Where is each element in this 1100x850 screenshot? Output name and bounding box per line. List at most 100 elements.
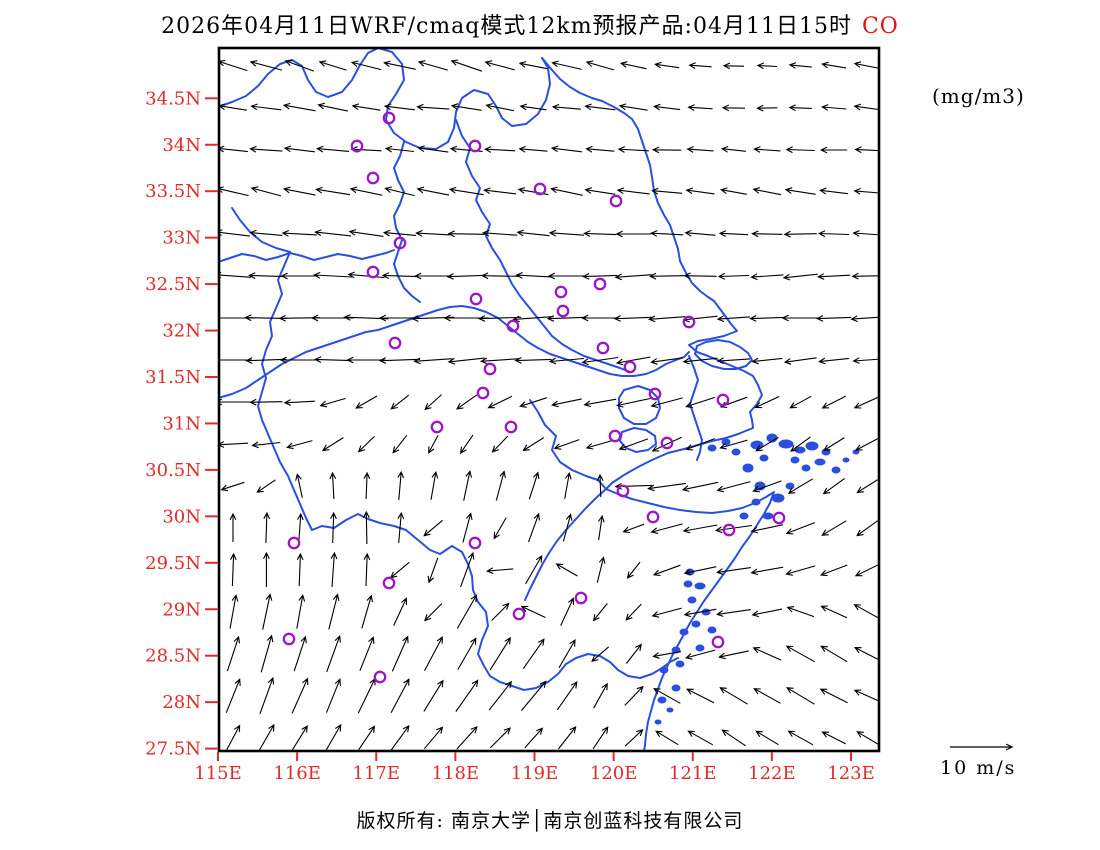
wind-field (220, 59, 878, 750)
wind-arrow (553, 439, 580, 450)
wind-arrow (653, 103, 681, 111)
wind-arrow (853, 396, 878, 409)
lat-tick-label: 29N (162, 599, 201, 620)
wind-arrow (751, 608, 783, 618)
wind-arrow (683, 608, 717, 618)
wind-arrow (555, 563, 578, 577)
boundary-line-diagonal-border (455, 119, 631, 373)
lat-tick-label: 27.5N (145, 739, 201, 760)
wind-arrow (485, 103, 515, 112)
wind-arrow (229, 512, 237, 542)
station-marker (430, 420, 444, 434)
wind-arrow (525, 555, 543, 585)
wind-arrow (516, 229, 550, 237)
wind-arrow (654, 61, 680, 69)
wind-arrow (820, 645, 848, 663)
wind-arrow (624, 728, 644, 747)
island (742, 463, 754, 473)
wind-arrow (753, 688, 781, 704)
station-marker (468, 536, 482, 550)
wind-arrow (597, 514, 605, 540)
wind-arrow (355, 395, 378, 409)
island (707, 626, 717, 634)
wind-arrow (283, 399, 315, 406)
station-marker (772, 511, 786, 525)
wind-arrow (456, 725, 478, 750)
island (679, 628, 689, 636)
wind-arrow (351, 103, 381, 111)
lon-axis: 115E 116E 117E 118E 119E 120E 121E 122E 123E (194, 752, 875, 784)
wind-arrow (786, 687, 815, 705)
wind-arrow (488, 680, 513, 711)
wind-arrow (585, 439, 615, 450)
wind-arrow (785, 522, 815, 535)
wind-arrow (551, 398, 582, 408)
wind-arrow (423, 519, 443, 537)
island (762, 512, 774, 520)
wind-arrow (383, 103, 415, 111)
island-layer (654, 433, 860, 725)
wind-arrow (489, 636, 511, 671)
wind-arrow (397, 470, 405, 500)
wind-arrow (583, 230, 617, 237)
wind-scale-label: 10 m/s (940, 757, 1017, 779)
wind-arrow (585, 60, 615, 71)
island (785, 482, 795, 490)
wind-arrow (647, 482, 687, 492)
wind-arrow (854, 564, 878, 577)
wind-arrow (615, 230, 651, 238)
wind-arrow (751, 230, 783, 238)
wind-arrow (416, 186, 450, 196)
wind-arrow (819, 564, 848, 577)
boundary-line-shanghai-border (688, 355, 703, 461)
wind-arrow (220, 481, 245, 492)
wind-arrow (817, 230, 850, 238)
station-marker (366, 265, 380, 279)
island (675, 660, 685, 668)
lat-tick-label: 30N (162, 506, 201, 527)
wind-arrow (382, 229, 416, 237)
wind-arrow (855, 437, 878, 451)
wind-arrow (688, 62, 712, 69)
wind-arrow (518, 145, 548, 153)
boundary-line-west-meander (257, 251, 441, 555)
wind-arrow (220, 103, 247, 111)
wind-arrow (330, 551, 338, 588)
station-marker (382, 111, 396, 125)
wind-arrow (853, 103, 878, 111)
wind-arrow (448, 186, 484, 196)
wind-arrow (313, 356, 352, 363)
wind-arrow (852, 357, 878, 364)
wind-arrow (397, 511, 405, 543)
wind-arrow (750, 273, 784, 281)
island (654, 719, 662, 725)
wind-arrow (390, 724, 410, 750)
wind-arrow (564, 471, 572, 499)
wind-arrow (613, 315, 653, 322)
wind-arrow (384, 186, 415, 197)
title-text: 2026年04月11日WRF/cmaq模式12km预报产品:04月11日15时 (161, 14, 852, 39)
island (666, 707, 674, 713)
wind-arrow (493, 517, 507, 540)
wind-arrow (357, 436, 375, 453)
island (731, 448, 741, 456)
wind-arrow (281, 229, 317, 237)
wind-arrow (548, 229, 585, 237)
wind-arrow (263, 511, 271, 544)
wind-arrow (527, 512, 540, 543)
wind-arrow (821, 61, 847, 69)
wind-arrow (328, 593, 340, 630)
wind-arrow (293, 635, 307, 672)
wind-arrow (685, 438, 715, 451)
wind-arrow (428, 434, 439, 454)
wind-arrow (430, 470, 439, 500)
wind-arrow (262, 593, 273, 630)
wind-arrow (821, 395, 847, 409)
wind-arrow (520, 605, 546, 618)
wind-arrow (480, 272, 519, 280)
station-marker (366, 171, 380, 185)
wind-arrow (556, 681, 578, 711)
wind-arrow (856, 479, 878, 494)
wind-arrow (284, 59, 315, 72)
